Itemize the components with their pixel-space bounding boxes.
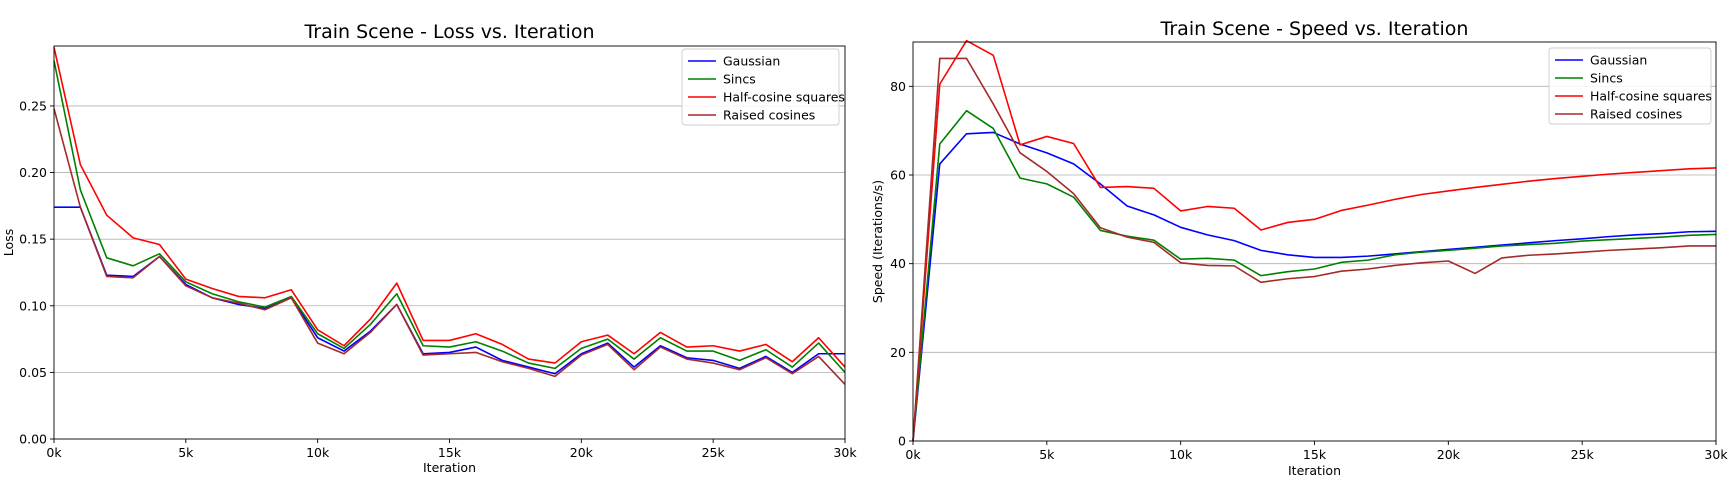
speed-y-tick-label: 60 [890, 168, 906, 183]
speed-legend-label-raised-cosines: Raised cosines [1590, 107, 1682, 122]
loss-chart: 0k 5k 10k 15k 20k 25k 30k 0.00 0.05 0.10 0.15 0.20 0… [1, 21, 857, 475]
speed-y-tick-label: 80 [890, 79, 906, 94]
speed-x-tick-label: 15k [1303, 447, 1327, 462]
loss-legend-label-half-cosine-squares: Half-cosine squares [723, 90, 845, 105]
speed-y-tick-label: 40 [890, 256, 906, 271]
loss-legend-label-gaussian: Gaussian [723, 54, 780, 69]
loss-x-tick-label: 10k [306, 445, 330, 460]
speed-x-tick-label: 0k [905, 447, 921, 462]
loss-y-tick-label: 0.25 [19, 98, 47, 113]
speed-x-tick-label: 25k [1571, 447, 1595, 462]
speed-series-half-cosine-squares [912, 39, 1717, 442]
speed-x-tick-label: 20k [1437, 447, 1461, 462]
loss-legend-box [681, 48, 840, 126]
loss-y-tick-label: 0.00 [19, 432, 47, 447]
speed-legend-label-half-cosine-squares: Half-cosine squares [1590, 89, 1712, 104]
loss-y-tick-label: 0.20 [19, 165, 47, 180]
loss-series-sincs [53, 60, 846, 373]
loss-series-gaussian [54, 206, 845, 375]
loss-series-raised-cosines [53, 108, 846, 385]
speed-x-axis-label: Iteration [1288, 463, 1341, 478]
loss-y-axis-label: Loss [1, 229, 16, 256]
speed-x-tick-label: 5k [1039, 447, 1055, 462]
loss-chart-title: Train Scene - Loss vs. Iteration [303, 21, 594, 43]
speed-legend-label-sincs: Sincs [1590, 71, 1623, 86]
speed-legend-label-gaussian: Gaussian [1590, 53, 1647, 68]
speed-series-sincs [912, 109, 1717, 442]
loss-x-axis-label: Iteration [423, 460, 476, 475]
loss-legend: Gaussian Sincs Half-cosine squares Raised c… [681, 48, 845, 126]
loss-x-tick-label: 30k [833, 445, 857, 460]
speed-x-tick-label: 30k [1704, 447, 1728, 462]
loss-y-tick-label: 0.10 [19, 298, 47, 313]
speed-legend-box [1548, 47, 1712, 125]
speed-y-tick-label: 20 [890, 345, 906, 360]
loss-x-tick-label: 0k [46, 445, 62, 460]
loss-x-tick-label: 20k [570, 445, 594, 460]
speed-y-axis-label: Speed (Iterations/s) [870, 180, 885, 303]
speed-series-raised-cosines [912, 57, 1716, 442]
speed-y-tick-label: 0 [898, 434, 906, 449]
speed-x-tick-label: 10k [1169, 447, 1193, 462]
loss-legend-label-raised-cosines: Raised cosines [723, 108, 815, 123]
speed-chart: 0k 5k 10k 15k 20k 25k 30k 0 20 40 60 80 Train Scene … [870, 18, 1728, 478]
loss-legend-label-sincs: Sincs [723, 72, 756, 87]
loss-x-tick-label: 5k [178, 445, 194, 460]
loss-series-half-cosine-squares [53, 47, 846, 368]
speed-chart-title: Train Scene - Speed vs. Iteration [1160, 18, 1469, 40]
loss-x-tick-label: 25k [702, 445, 726, 460]
loss-y-tick-label: 0.05 [19, 365, 47, 380]
loss-y-tick-label: 0.15 [19, 232, 47, 247]
speed-series-gaussian [912, 131, 1717, 442]
speed-legend: Gaussian Sincs Half-cosine squares Raised c… [1548, 47, 1712, 125]
loss-x-tick-label: 15k [438, 445, 462, 460]
